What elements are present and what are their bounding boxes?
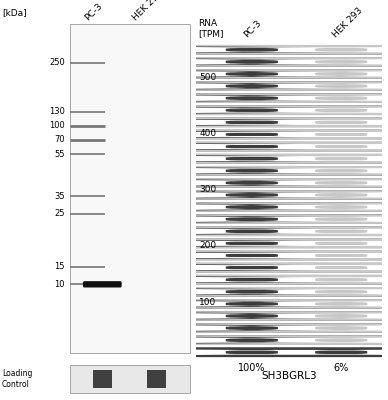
- FancyBboxPatch shape: [0, 238, 388, 248]
- FancyBboxPatch shape: [0, 311, 388, 321]
- FancyBboxPatch shape: [0, 106, 388, 115]
- FancyBboxPatch shape: [0, 130, 388, 139]
- Text: HEK 293: HEK 293: [331, 6, 365, 39]
- Text: 500: 500: [199, 73, 217, 82]
- Text: 25: 25: [54, 210, 65, 218]
- Text: 10: 10: [54, 280, 65, 289]
- FancyBboxPatch shape: [0, 263, 388, 272]
- FancyBboxPatch shape: [0, 202, 388, 212]
- FancyBboxPatch shape: [0, 190, 388, 200]
- FancyBboxPatch shape: [0, 166, 388, 176]
- FancyBboxPatch shape: [0, 81, 388, 91]
- FancyBboxPatch shape: [0, 214, 388, 224]
- FancyBboxPatch shape: [0, 106, 388, 115]
- Text: 400: 400: [199, 129, 217, 138]
- Text: 100: 100: [199, 298, 217, 307]
- Text: 100: 100: [49, 122, 65, 130]
- FancyBboxPatch shape: [0, 142, 388, 151]
- FancyBboxPatch shape: [0, 214, 388, 224]
- Text: RNA
[TPM]: RNA [TPM]: [198, 19, 223, 38]
- FancyBboxPatch shape: [0, 275, 388, 284]
- Text: SH3BGRL3: SH3BGRL3: [261, 371, 317, 381]
- FancyBboxPatch shape: [0, 202, 388, 212]
- Text: 300: 300: [199, 185, 217, 194]
- Text: 55: 55: [54, 150, 65, 158]
- FancyBboxPatch shape: [147, 370, 166, 388]
- Text: High  Low: High Low: [108, 367, 152, 376]
- Text: 250: 250: [49, 58, 65, 67]
- FancyBboxPatch shape: [70, 24, 190, 353]
- FancyBboxPatch shape: [0, 178, 388, 188]
- FancyBboxPatch shape: [0, 251, 388, 260]
- FancyBboxPatch shape: [0, 299, 388, 309]
- Text: 130: 130: [49, 107, 65, 116]
- Text: 70: 70: [54, 136, 65, 144]
- Text: HEK 293: HEK 293: [132, 0, 165, 22]
- FancyBboxPatch shape: [0, 45, 388, 54]
- FancyBboxPatch shape: [0, 323, 388, 333]
- FancyBboxPatch shape: [83, 281, 122, 288]
- FancyBboxPatch shape: [0, 287, 388, 296]
- FancyBboxPatch shape: [0, 118, 388, 127]
- Text: 100%: 100%: [238, 363, 265, 373]
- Text: Loading
Control: Loading Control: [2, 369, 32, 389]
- FancyBboxPatch shape: [0, 348, 388, 357]
- FancyBboxPatch shape: [0, 69, 388, 79]
- FancyBboxPatch shape: [0, 93, 388, 103]
- FancyBboxPatch shape: [0, 226, 388, 236]
- FancyBboxPatch shape: [0, 130, 388, 139]
- FancyBboxPatch shape: [0, 263, 388, 272]
- FancyBboxPatch shape: [0, 311, 388, 321]
- FancyBboxPatch shape: [0, 275, 388, 284]
- FancyBboxPatch shape: [0, 118, 388, 127]
- FancyBboxPatch shape: [0, 81, 388, 91]
- FancyBboxPatch shape: [0, 335, 388, 345]
- FancyBboxPatch shape: [0, 287, 388, 296]
- FancyBboxPatch shape: [70, 365, 190, 393]
- FancyBboxPatch shape: [0, 154, 388, 164]
- FancyBboxPatch shape: [93, 370, 112, 388]
- FancyBboxPatch shape: [0, 190, 388, 200]
- FancyBboxPatch shape: [0, 348, 388, 357]
- FancyBboxPatch shape: [0, 166, 388, 176]
- FancyBboxPatch shape: [0, 93, 388, 103]
- FancyBboxPatch shape: [0, 178, 388, 188]
- Text: 6%: 6%: [334, 363, 349, 373]
- FancyBboxPatch shape: [0, 238, 388, 248]
- Text: 15: 15: [54, 262, 65, 271]
- FancyBboxPatch shape: [0, 323, 388, 333]
- Text: PC-3: PC-3: [83, 1, 104, 22]
- Text: 35: 35: [54, 192, 65, 201]
- FancyBboxPatch shape: [0, 299, 388, 309]
- FancyBboxPatch shape: [0, 154, 388, 164]
- FancyBboxPatch shape: [0, 45, 388, 54]
- FancyBboxPatch shape: [0, 335, 388, 345]
- FancyBboxPatch shape: [0, 57, 388, 67]
- FancyBboxPatch shape: [0, 226, 388, 236]
- FancyBboxPatch shape: [0, 142, 388, 151]
- FancyBboxPatch shape: [0, 69, 388, 79]
- Text: PC-3: PC-3: [242, 18, 263, 39]
- FancyBboxPatch shape: [0, 57, 388, 67]
- FancyBboxPatch shape: [0, 251, 388, 260]
- Text: [kDa]: [kDa]: [2, 8, 26, 17]
- Text: 200: 200: [199, 242, 217, 250]
